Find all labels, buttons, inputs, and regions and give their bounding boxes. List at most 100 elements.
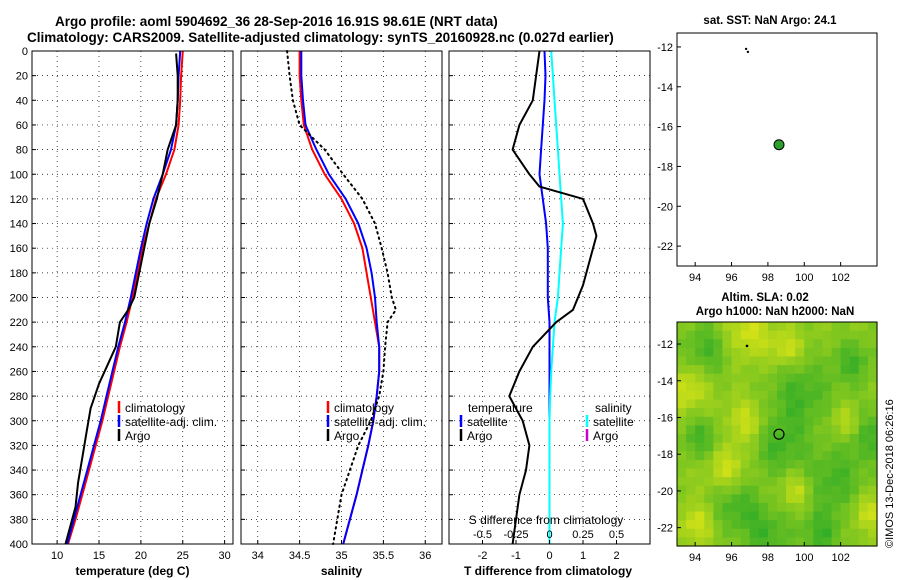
sla-heatmap-cell (831, 416, 842, 426)
sla-heatmap-cell (713, 330, 724, 340)
map-y-tick-label: -22 (657, 241, 673, 253)
sla-heatmap-cell (831, 502, 842, 513)
sla-heatmap-cell (722, 416, 733, 426)
sla-heatmap-cell (767, 347, 778, 358)
sla-heatmap-cell (849, 416, 860, 426)
map-y-tick-label: -16 (657, 412, 673, 424)
sla-heatmap-cell (849, 528, 860, 538)
sla-heatmap-cell (686, 520, 696, 530)
sla-heatmap-cell (840, 408, 851, 418)
sla-heatmap-cell (777, 416, 787, 426)
sla-heatmap-cell (695, 365, 705, 375)
y-tick-label: 40 (16, 95, 28, 107)
sla-heatmap-cell (740, 416, 751, 426)
series-line-climatology (67, 50, 184, 545)
sla-heatmap-cell (695, 382, 705, 392)
sla-heatmap-cell (722, 520, 733, 530)
sla-heatmap-cell (840, 416, 851, 426)
sla-heatmap-cell (758, 494, 769, 504)
map-frame (676, 32, 878, 267)
x-tick-label: 36 (419, 550, 431, 562)
sla-heatmap-cell (777, 494, 787, 504)
sla-heatmap-cell (749, 451, 760, 461)
sla-heatmap-cell (767, 468, 778, 478)
sla-heatmap-cell (786, 373, 796, 383)
sla-heatmap-cell (858, 330, 869, 340)
sla-heatmap-cell (804, 451, 814, 461)
sla-heatmap-cell (867, 399, 878, 409)
sla-heatmap-cell (813, 442, 824, 452)
s-diff-tick-label: 0.5 (609, 529, 624, 541)
sla-heatmap-cell (686, 399, 696, 409)
sla-heatmap-cell (758, 408, 769, 418)
sla-heatmap-cell (777, 330, 787, 340)
sla-heatmap-cell (804, 502, 814, 513)
sla-heatmap-cell (795, 459, 805, 470)
sla-heatmap-cell (686, 528, 696, 538)
sla-heatmap-cell (704, 477, 714, 487)
sla-heatmap-cell (795, 451, 805, 461)
sla-heatmap-cell (704, 511, 714, 521)
sla-heatmap-cell (749, 390, 760, 401)
sla-heatmap-cell (867, 511, 878, 521)
x-tick-label: 20 (135, 550, 147, 562)
sla-heatmap-cell (777, 442, 787, 452)
sla-heatmap-cell (758, 451, 769, 461)
sla-heatmap-cell (722, 494, 733, 504)
sla-heatmap-cell (822, 528, 833, 538)
sla-heatmap-cell (740, 502, 751, 513)
sla-heatmap-cell (849, 511, 860, 521)
sla-heatmap-cell (686, 537, 696, 547)
sla-heatmap-cell (731, 399, 742, 409)
y-tick-label: 0 (22, 46, 28, 58)
sla-heatmap-cell (749, 537, 760, 547)
s-diff-tick-label: -0.25 (503, 529, 528, 541)
sla-heatmap-cell (704, 382, 714, 392)
sla-heatmap-cell (713, 520, 724, 530)
sla-heatmap-cell (731, 425, 742, 435)
sla-heatmap-cell (704, 434, 714, 444)
sla-heatmap-cell (786, 330, 796, 340)
sla-heatmap-cell (695, 511, 705, 521)
sla-map-panel: 94 96 98 100 102 -12 -14 -16 -18 -20 -22 (657, 321, 878, 564)
track-point (744, 47, 748, 51)
map-x-tick-label: 94 (689, 552, 701, 564)
sla-heatmap-cell (804, 442, 814, 452)
sla-heatmap-cell (831, 382, 842, 392)
sla-heatmap-cell (758, 485, 769, 495)
sla-heatmap-cell (695, 390, 705, 401)
s-diff-tick-label: -0.5 (473, 529, 492, 541)
sst-map-panel: 94 96 98 100 102 -12 -14 -16 -18 -20 -22 (657, 32, 878, 284)
sla-heatmap-cell (795, 373, 805, 383)
sla-heatmap-cell (822, 511, 833, 521)
sla-heatmap-cell (795, 390, 805, 401)
sla-heatmap-cell (704, 451, 714, 461)
sla-heatmap-cell (731, 451, 742, 461)
track-point (745, 344, 749, 348)
sla-heatmap-cell (731, 382, 742, 392)
sla-heatmap-cell (767, 399, 778, 409)
sla-heatmap-cell (767, 528, 778, 538)
sla-heatmap-cell (795, 365, 805, 375)
map-y-tick-label: -12 (657, 42, 673, 54)
sla-heatmap-cell (849, 468, 860, 478)
sla-heatmap-cell (777, 485, 787, 495)
legend-t-argo-label: Argo (467, 429, 493, 443)
sla-heatmap-cell (749, 399, 760, 409)
sla-heatmap-cell (695, 477, 705, 487)
sla-heatmap-cell (795, 494, 805, 504)
sla-heatmap-cell (686, 330, 696, 340)
sla-heatmap-cell (722, 511, 733, 521)
sla-heatmap-cell (740, 468, 751, 478)
legend-item-label: Argo (334, 429, 360, 443)
sla-heatmap-cell (822, 468, 833, 478)
sla-heatmap-cell (749, 356, 760, 366)
sla-heatmap-cell (822, 416, 833, 426)
sla-heatmap-cell (849, 537, 860, 547)
sla-heatmap-cell (813, 511, 824, 521)
map-x-tick-label: 102 (831, 552, 849, 564)
sla-heatmap-cell (804, 390, 814, 401)
sla-heatmap-cell (786, 494, 796, 504)
sla-heatmap-cell (831, 537, 842, 547)
legend-item-label: satellite-adj. clim. (125, 415, 217, 429)
